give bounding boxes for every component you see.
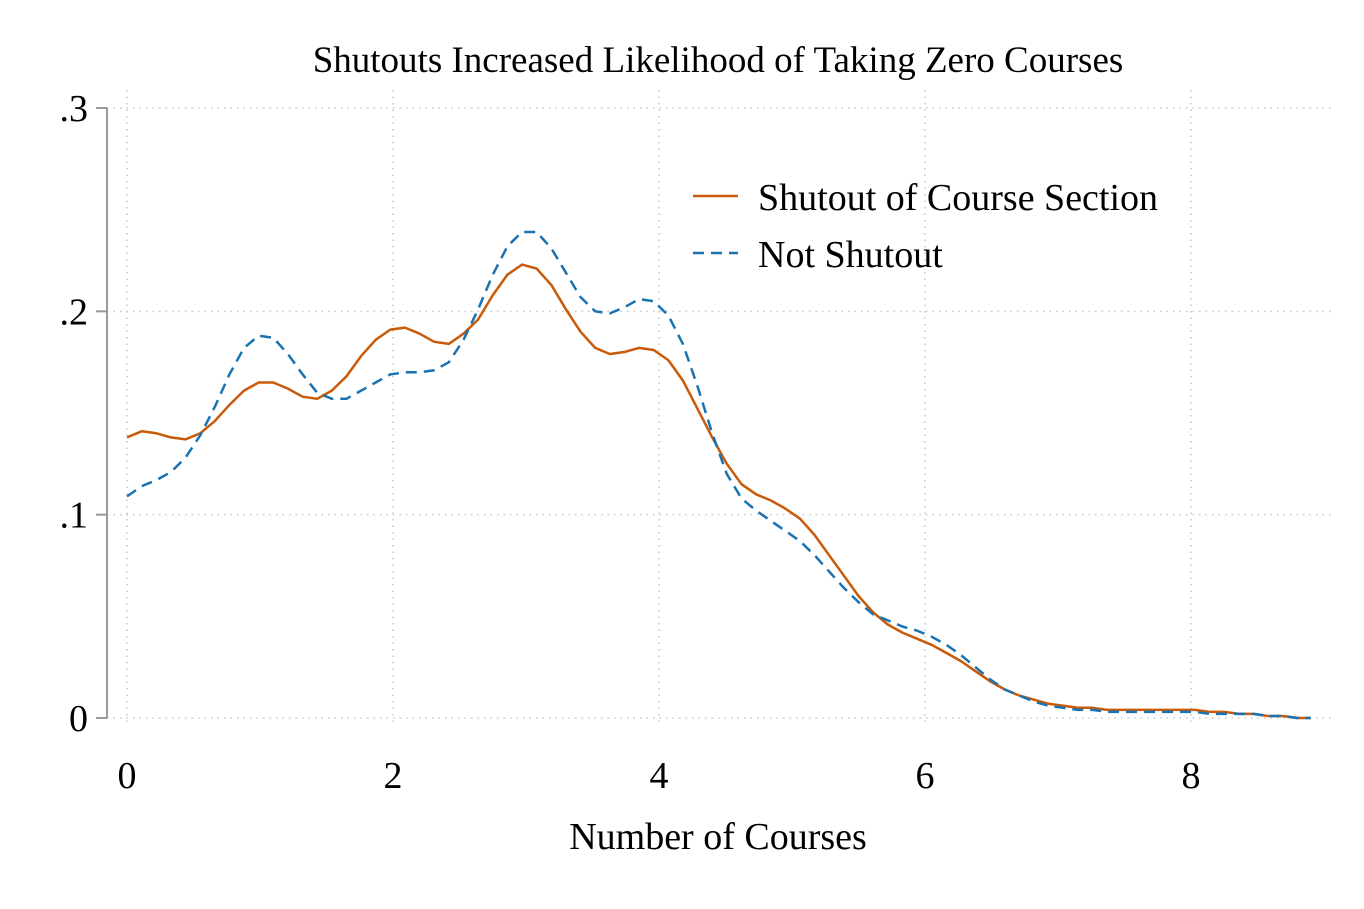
x-tick-label: 2 [384,755,403,797]
series-layer [126,230,1311,720]
legend: Shutout of Course Section Not Shutout [693,177,1158,276]
y-tick-label: .3 [60,88,89,130]
x-tick-label: 6 [916,755,935,797]
series-line-shutout [126,263,1311,720]
y-tick-label: 0 [69,698,88,740]
tick-layer: 0 .1 .2 .3 0 2 4 6 8 [60,88,1201,797]
y-tick-label: .2 [60,291,89,333]
legend-label-shutout: Shutout of Course Section [758,177,1158,219]
chart-title: Shutouts Increased Likelihood of Taking … [313,40,1124,81]
x-tick-label: 4 [650,755,669,797]
x-tick-label: 0 [118,755,137,797]
x-axis-title: Number of Courses [569,816,867,858]
series-line-not-shutout [126,230,1311,720]
legend-label-not-shutout: Not Shutout [758,234,943,276]
y-tick-label: .1 [60,495,89,537]
x-tick-label: 8 [1182,755,1201,797]
